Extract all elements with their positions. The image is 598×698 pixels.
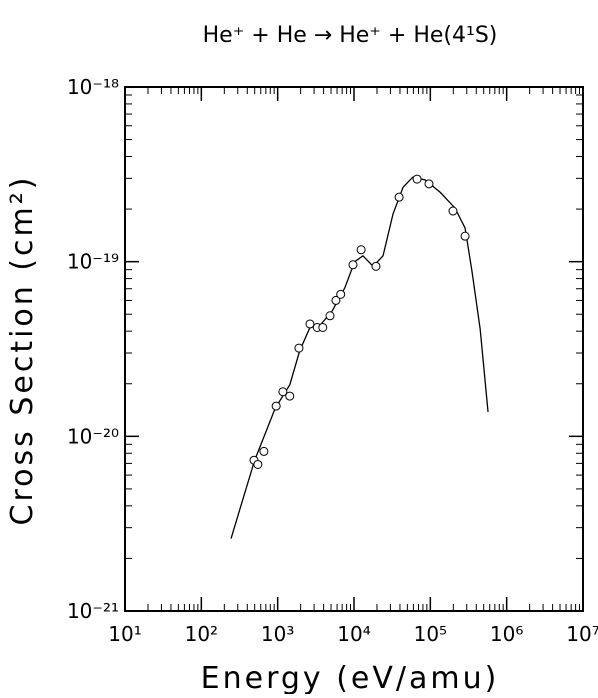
x-tick-label: 10³ <box>261 622 294 646</box>
data-point <box>318 322 328 332</box>
x-tick-label: 10¹ <box>108 622 141 646</box>
data-point <box>460 231 470 241</box>
data-point <box>331 295 341 305</box>
y-tick-label: 10⁻²¹ <box>67 599 119 623</box>
data-point <box>394 192 404 202</box>
x-axis-label: Energy (eV/amu) <box>201 661 500 694</box>
x-tick-label: 10⁶ <box>490 622 523 646</box>
x-tick-label: 10⁴ <box>337 622 370 646</box>
x-tick-label: 10⁵ <box>414 622 447 646</box>
data-point <box>294 343 304 353</box>
data-point <box>278 387 288 397</box>
data-point <box>448 206 458 216</box>
data-point <box>356 245 366 255</box>
fit-line <box>230 176 489 539</box>
data-point <box>271 401 281 411</box>
plot-frame <box>124 86 584 612</box>
data-point <box>259 446 269 456</box>
data-point <box>253 459 263 469</box>
chart-title: He⁺ + He → He⁺ + He(4¹S) <box>203 23 498 48</box>
data-point <box>305 319 315 329</box>
y-tick-label: 10⁻¹⁸ <box>67 75 119 99</box>
x-tick-label: 10⁷ <box>566 622 598 646</box>
y-tick-label: 10⁻²⁰ <box>67 424 119 448</box>
data-point <box>412 174 422 184</box>
data-point <box>371 261 381 271</box>
data-point <box>348 260 358 270</box>
data-point <box>424 179 434 189</box>
y-axis-label: Cross Section (cm²) <box>5 175 40 526</box>
data-point <box>325 311 335 321</box>
data-point <box>336 289 346 299</box>
y-tick-label: 10⁻¹⁹ <box>67 250 119 274</box>
x-tick-label: 10² <box>185 622 218 646</box>
data-point <box>285 391 295 401</box>
